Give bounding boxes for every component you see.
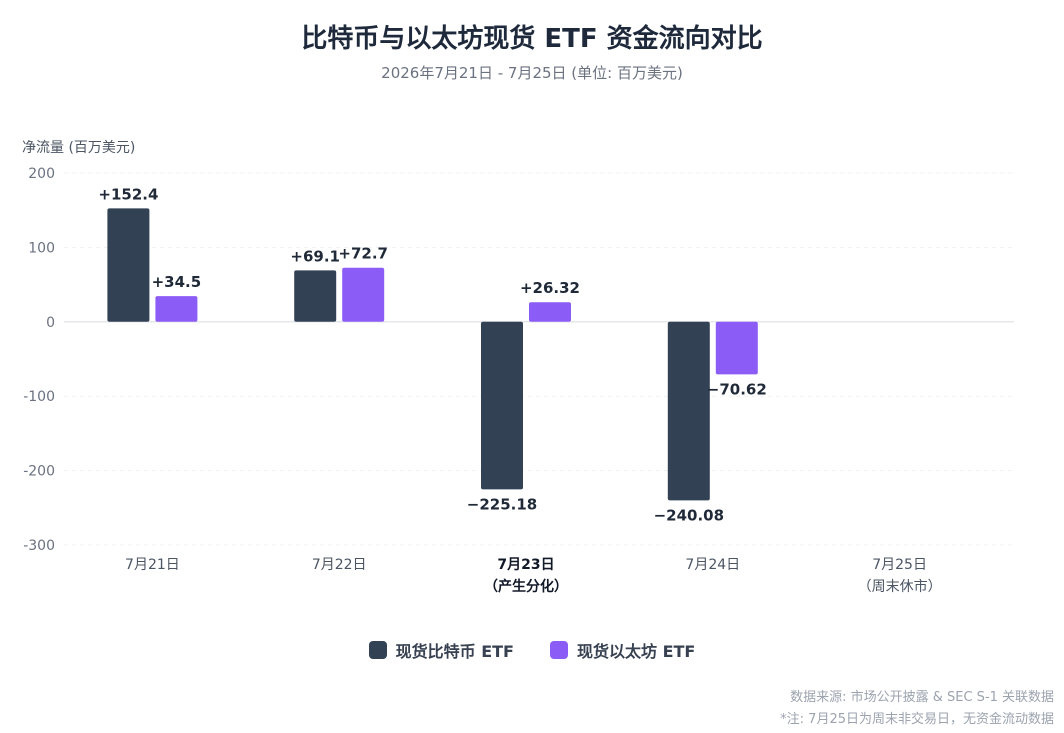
legend-swatch-eth [550,641,568,659]
bar-eth [529,302,571,322]
x-tick-label: 7月25日 [872,557,927,573]
legend-label-eth: 现货以太坊 ETF [577,642,696,661]
x-tick-label: 7月21日 [125,557,180,573]
footnote-note: *注: 7月25日为周末非交易日，无资金流动数据 [780,712,1054,727]
bar-btc [107,208,150,322]
legend: 现货比特币 ETF 现货以太坊 ETF [0,638,1064,662]
y-tick-label: -100 [23,389,55,405]
data-label: +69.1 [290,247,340,265]
data-label: +34.5 [152,273,202,291]
chart-title: 比特币与以太坊现货 ETF 资金流向对比 [301,24,763,54]
x-tick-note: （周末休市） [858,578,942,595]
legend-label-btc: 现货比特币 ETF [395,642,514,661]
x-tick-label: 7月22日 [312,557,367,573]
y-tick-label: 100 [28,240,55,256]
legend-item-btc[interactable]: 现货比特币 ETF [368,638,514,662]
data-label: −225.18 [467,495,537,513]
data-label: −70.62 [707,380,767,398]
data-label: −240.08 [654,506,724,524]
bar-eth [342,267,385,322]
chart-subtitle: 2026年7月21日 - 7月25日 (单位: 百万美元) [381,64,683,82]
bar-btc [294,270,337,322]
bar-eth [715,321,758,375]
x-tick-label: 7月24日 [685,557,740,573]
footnote-source: 数据来源: 市场公开披露 & SEC S-1 关联数据 [790,690,1054,705]
y-tick-label: -300 [23,538,55,554]
bar-chart: 净流量 (百万美元) 200 100 0 -100 -200 -300 +152.4 +34.5… [22,140,1014,595]
data-label: +26.32 [520,279,580,297]
y-tick-label: 200 [28,166,55,182]
y-tick-label: -200 [23,464,55,480]
legend-item-eth[interactable]: 现货以太坊 ETF [550,638,695,662]
x-tick-note: （产生分化） [484,578,568,595]
data-label: +152.4 [98,185,158,203]
data-label: +72.7 [338,245,388,263]
bar-eth [155,296,198,322]
y-axis-label: 净流量 (百万美元) [22,140,135,156]
bar-btc [481,321,523,490]
x-tick-label: 7月23日 [497,557,554,573]
y-tick-label: 0 [46,315,55,331]
legend-swatch-btc [368,641,387,659]
bar-btc [667,321,710,501]
